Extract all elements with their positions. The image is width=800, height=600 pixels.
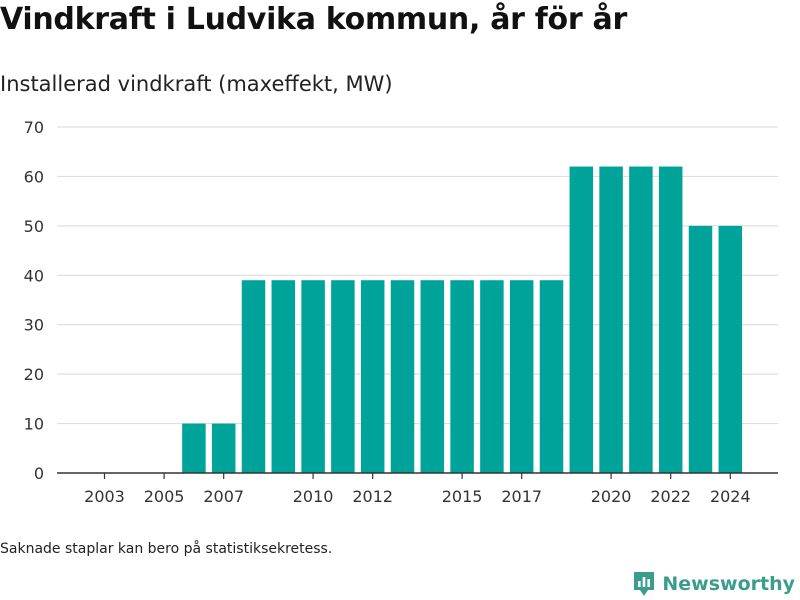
bar xyxy=(360,280,385,473)
x-tick-label: 2020 xyxy=(591,487,632,506)
bar xyxy=(599,166,623,474)
bar xyxy=(241,280,266,473)
y-tick-label: 50 xyxy=(24,217,44,236)
footnote: Saknade staplar kan bero på statistiksek… xyxy=(0,541,333,557)
chart-title: Vindkraft i Ludvika kommun, år för år xyxy=(0,2,627,37)
brand-name: Newsworthy xyxy=(662,573,795,595)
x-tick-label: 2022 xyxy=(650,487,691,506)
x-tick-label: 2005 xyxy=(144,487,185,506)
bar xyxy=(718,225,743,473)
y-tick-label: 0 xyxy=(34,464,44,483)
x-tick-label: 2017 xyxy=(501,487,542,506)
bar xyxy=(271,280,296,473)
y-tick-label: 40 xyxy=(24,266,44,285)
y-tick-label: 70 xyxy=(24,118,44,137)
x-tick-label: 2015 xyxy=(442,487,483,506)
chart-subtitle: Installerad vindkraft (maxeffekt, MW) xyxy=(0,72,393,96)
bar xyxy=(211,423,236,473)
bars xyxy=(182,166,743,474)
bar xyxy=(450,280,474,473)
bar xyxy=(480,280,504,473)
bar xyxy=(509,280,534,473)
grid-lines xyxy=(57,126,778,425)
y-tick-label: 60 xyxy=(24,167,44,186)
bar xyxy=(629,166,653,474)
bar xyxy=(569,166,594,474)
x-tick-label: 2010 xyxy=(293,487,334,506)
bar xyxy=(658,166,683,474)
brand-logo[interactable]: Newsworthy xyxy=(632,570,795,598)
x-axis-ticks: 2003 2005 2007 2010 2012 2015 2017 2020 2022 2024 xyxy=(84,473,751,506)
x-tick-label: 2012 xyxy=(352,487,393,506)
bar xyxy=(390,280,415,473)
y-tick-label: 30 xyxy=(24,316,44,335)
bar xyxy=(182,423,206,473)
y-axis-ticks: 0 10 20 30 40 50 60 70 xyxy=(24,118,44,483)
newsworthy-logo-icon xyxy=(634,572,655,596)
x-tick-label: 2024 xyxy=(710,487,751,506)
bar xyxy=(688,225,713,473)
bar-chart: 0 10 20 30 40 50 60 70 2003 2005 2007 2010 2012 2015… xyxy=(24,118,778,506)
y-tick-label: 10 xyxy=(24,415,44,434)
bar xyxy=(331,280,355,473)
bar xyxy=(539,280,564,473)
x-tick-label: 2003 xyxy=(84,487,125,506)
y-tick-label: 20 xyxy=(24,365,44,384)
bar xyxy=(420,280,445,473)
bar xyxy=(301,280,325,473)
x-tick-label: 2007 xyxy=(203,487,244,506)
